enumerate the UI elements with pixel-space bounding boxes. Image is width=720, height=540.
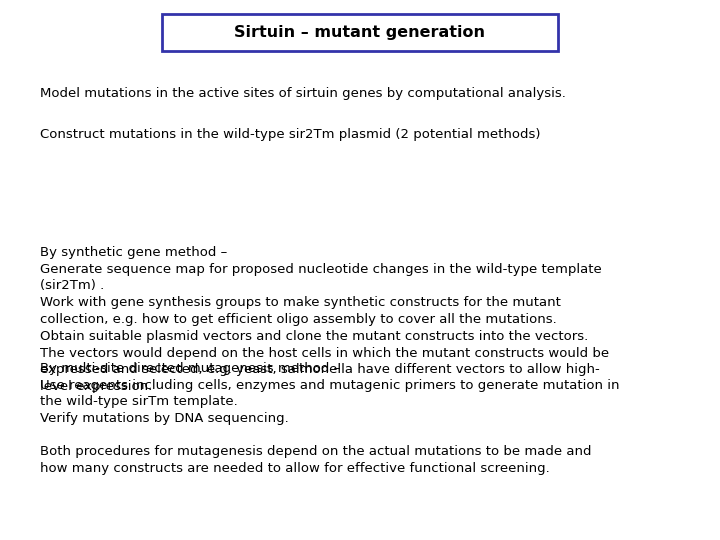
FancyBboxPatch shape <box>162 14 558 51</box>
Text: By synthetic gene method –
Generate sequence map for proposed nucleotide changes: By synthetic gene method – Generate sequ… <box>40 246 608 393</box>
Text: Model mutations in the active sites of sirtuin genes by computational analysis.: Model mutations in the active sites of s… <box>40 87 565 100</box>
Text: Sirtuin – mutant generation: Sirtuin – mutant generation <box>235 25 485 40</box>
Text: Construct mutations in the wild-type sir2Tm plasmid (2 potential methods): Construct mutations in the wild-type sir… <box>40 128 540 141</box>
Text: Both procedures for mutagenesis depend on the actual mutations to be made and
ho: Both procedures for mutagenesis depend o… <box>40 446 591 475</box>
Text: By multi-site directed mutagenesis method –
Use reagents including cells, enzyme: By multi-site directed mutagenesis metho… <box>40 362 619 425</box>
